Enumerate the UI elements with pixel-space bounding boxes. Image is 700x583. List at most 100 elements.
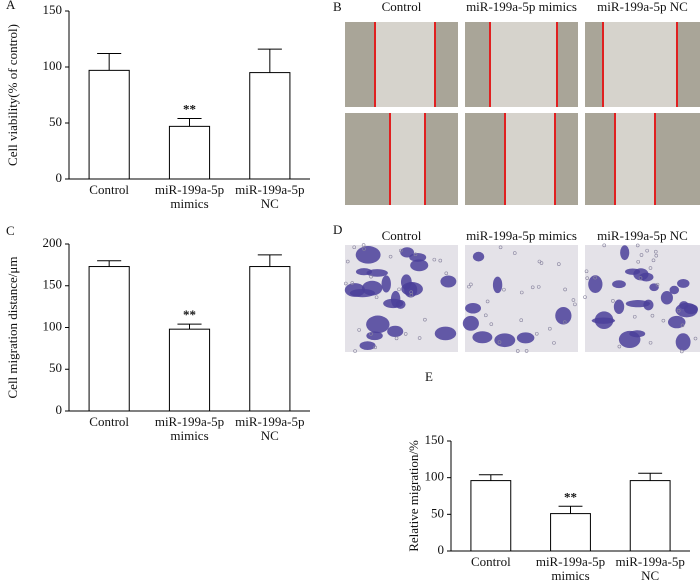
stained-cell [639,272,654,282]
image-column-label: miR-199a-5p NC [597,228,688,243]
bar [629,480,671,552]
stained-cell [675,333,691,351]
stained-cell [516,332,535,344]
pore [485,299,490,304]
pore [648,266,653,270]
stained-cell [588,275,603,293]
pore [423,317,427,322]
stained-cell [400,247,415,258]
y-tick-label: 200 [43,235,63,250]
x-tick-label: miR-199a-5p [155,182,224,197]
x-tick-label: mimics [170,428,208,443]
pore [557,262,561,266]
pore [611,299,615,303]
pore [602,243,607,248]
pore [676,308,681,313]
image-column-label: miR-199a-5p mimics [466,0,577,14]
stained-cell [355,246,381,264]
stained-cell [366,315,390,334]
y-tick-label: 150 [43,2,63,17]
pore [680,323,685,328]
y-tick-label: 0 [56,402,63,417]
x-tick-label: miR-199a-5p [155,414,224,429]
pore [635,243,640,248]
significance: ** [183,307,196,322]
stained-cell [494,333,516,348]
cell-layer [425,113,458,205]
pore [539,261,544,265]
pore [593,275,597,280]
pore [548,326,552,331]
cell-layer [557,22,578,107]
pore [432,257,437,262]
y-tick-label: 0 [56,170,63,185]
panel-letter: A [6,0,16,12]
pore [534,331,539,336]
stained-cell [409,253,427,262]
y-tick-label: 50 [431,505,444,520]
stained-cell [594,311,614,330]
stained-cell [629,330,646,338]
stained-cell [620,245,630,261]
bar [550,513,591,552]
pore [374,295,379,300]
pore [617,344,622,349]
x-tick-label: Control [471,554,511,569]
cell-layer [555,113,578,205]
cell-layer [345,113,390,205]
pore [394,336,399,341]
pore [469,282,473,287]
pore [388,254,393,259]
pore [413,252,418,257]
x-tick-label: miR-199a-5p [235,182,304,197]
pore [353,349,357,353]
stained-cell [434,326,457,341]
y-tick-label: 50 [49,114,62,129]
x-tick-label: miR-199a-5p [616,554,685,569]
pore [444,271,449,276]
stained-cell [667,315,686,329]
bar [470,480,512,552]
stained-cell [612,280,626,289]
pore [373,345,377,350]
stained-cell [613,299,625,315]
pore [653,249,658,254]
pore [409,293,414,297]
pore [562,320,567,325]
y-tick-label: 50 [49,360,62,375]
y-axis-label: Relative migration/% [406,440,421,552]
y-tick-label: 100 [43,318,63,333]
x-tick-label: mimics [551,568,589,583]
pore [345,259,350,264]
y-tick-label: 0 [438,542,445,557]
pore [397,287,401,292]
pore [357,328,361,332]
pore [530,285,535,290]
panel-letter: D [333,222,342,237]
bar [168,328,211,412]
y-axis-label: Cell viability(% of control) [5,24,20,166]
stained-cell [344,283,366,297]
stained-cell [366,331,383,341]
cell-layer [585,113,615,205]
pore [571,298,576,302]
pore [638,276,643,280]
cell-layer [585,22,603,107]
y-tick-label: 150 [425,432,445,447]
y-tick-label: 100 [43,58,63,73]
pore [417,336,422,340]
stained-cell [677,278,690,288]
pore [489,322,494,326]
pore [636,259,641,264]
bar [249,266,291,412]
stained-cell [401,282,423,296]
stained-cell [472,331,493,344]
stained-cell [465,302,481,314]
panel-letter: C [6,223,15,238]
pore [524,349,529,353]
pore [403,332,408,336]
pore [693,336,698,341]
pore [661,318,666,323]
pore [583,295,587,299]
